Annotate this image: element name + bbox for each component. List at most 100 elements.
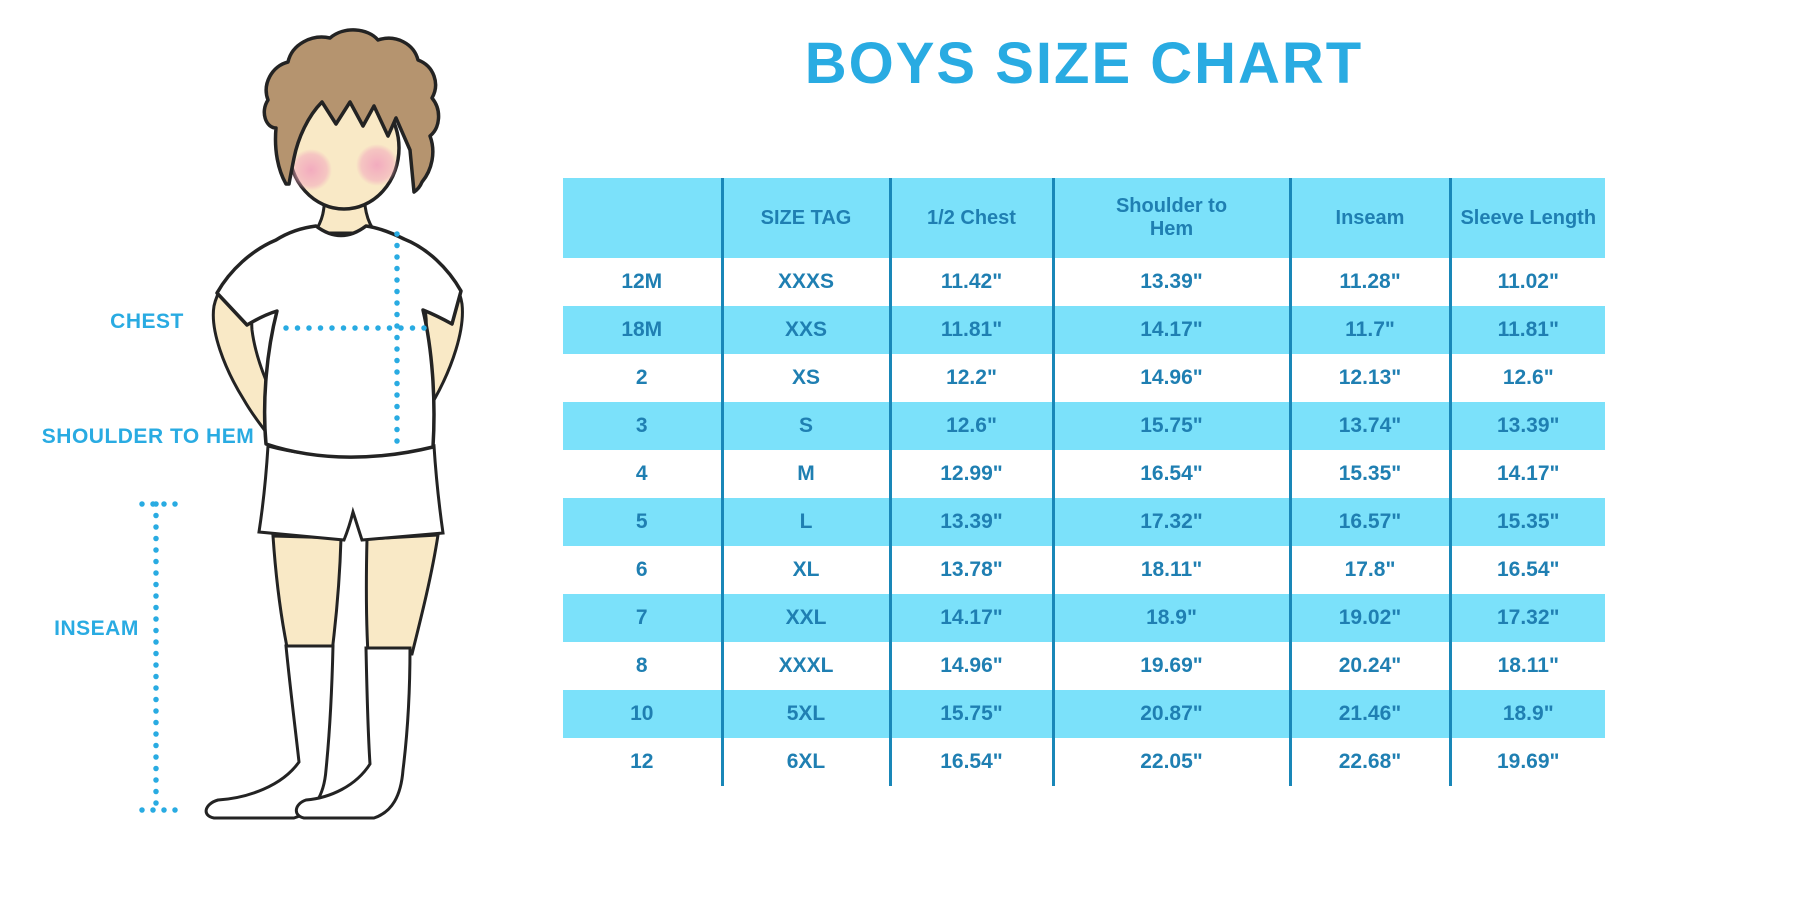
hair <box>262 28 441 194</box>
measurement-cell: 11.02" <box>1448 258 1605 306</box>
measurement-cell: 11.7" <box>1288 306 1450 354</box>
size-label-cell: 10 <box>563 690 722 738</box>
size-label-cell: 3 <box>563 402 722 450</box>
measurement-cell: 13.74" <box>1288 402 1450 450</box>
size-row: 10 5XL 15.75" 20.87" 21.46" 18.9" <box>563 690 1605 738</box>
chest-label: CHEST <box>110 310 184 333</box>
size-label-cell: 12M <box>563 258 722 306</box>
measurement-cell: 19.02" <box>1288 594 1450 642</box>
page-title: BOYS SIZE CHART <box>804 31 1364 96</box>
measurement-cell: 11.81" <box>888 306 1053 354</box>
measurement-cell: 15.75" <box>1051 402 1290 450</box>
measurement-cell: 17.32" <box>1051 498 1290 546</box>
size-label-cell: 18M <box>563 306 722 354</box>
measurement-cell: 19.69" <box>1448 738 1605 786</box>
measurement-cell: 15.35" <box>1448 498 1605 546</box>
measurement-cell: 13.39" <box>1051 258 1290 306</box>
size-label-cell: 5 <box>563 498 722 546</box>
measurement-cell: 12.13" <box>1288 354 1450 402</box>
measurement-cell: XXXL <box>720 642 890 690</box>
tshirt <box>215 224 463 459</box>
size-label-cell: 4 <box>563 450 722 498</box>
blush-right <box>356 144 398 186</box>
measurement-cell: 19.69" <box>1051 642 1290 690</box>
measurement-cell: 22.68" <box>1288 738 1450 786</box>
measurement-cell: XXS <box>720 306 890 354</box>
measurement-cell: L <box>720 498 890 546</box>
boy-figure-svg <box>139 28 464 820</box>
measurement-cell: 16.54" <box>888 738 1053 786</box>
measurement-cell: 14.17" <box>1051 306 1290 354</box>
measurement-cell: 16.54" <box>1448 546 1605 594</box>
measurement-cell: 11.28" <box>1288 258 1450 306</box>
measurement-cell: 22.05" <box>1051 738 1290 786</box>
size-row: 8 XXXL 14.96" 19.69" 20.24" 18.11" <box>563 642 1605 690</box>
measurement-cell: 11.81" <box>1448 306 1605 354</box>
size-row: 2 XS 12.2" 14.96" 12.13" 12.6" <box>563 354 1605 402</box>
size-row: 7 XXL 14.17" 18.9" 19.02" 17.32" <box>563 594 1605 642</box>
column-header: 1/2 Chest <box>888 178 1053 258</box>
measurement-cell: 18.11" <box>1448 642 1605 690</box>
size-label-cell: 2 <box>563 354 722 402</box>
measurement-cell: 12.6" <box>888 402 1053 450</box>
measurement-cell: 21.46" <box>1288 690 1450 738</box>
measurement-guides <box>139 231 433 813</box>
measurement-cell: 14.17" <box>1448 450 1605 498</box>
measurement-cell: 18.9" <box>1051 594 1290 642</box>
measurement-cell: 5XL <box>720 690 890 738</box>
measurement-cell: XL <box>720 546 890 594</box>
socks <box>204 644 412 820</box>
measurement-cell: XXXS <box>720 258 890 306</box>
size-table: SIZE TAG 1/2 Chest Shoulder to Hem Inseam Sl… <box>563 178 1605 786</box>
measurement-cell: 16.54" <box>1051 450 1290 498</box>
measurement-cell: 12.6" <box>1448 354 1605 402</box>
measurement-cell: 14.17" <box>888 594 1053 642</box>
size-row: 18M XXS 11.81" 14.17" 11.7" 11.81" <box>563 306 1605 354</box>
measurement-cell: M <box>720 450 890 498</box>
measurement-cell: 15.35" <box>1288 450 1450 498</box>
measurement-cell: 20.24" <box>1288 642 1450 690</box>
shoulder-to-hem-label: SHOULDER TO HEM <box>41 425 255 448</box>
size-row: 4 M 12.99" 16.54" 15.35" 14.17" <box>563 450 1605 498</box>
column-header: Shoulder to Hem <box>1051 178 1290 258</box>
blush-left <box>290 149 332 191</box>
column-header: Inseam <box>1288 178 1450 258</box>
measurement-cell: 17.8" <box>1288 546 1450 594</box>
shorts <box>257 444 445 542</box>
size-label-cell: 12 <box>563 738 722 786</box>
column-header <box>563 178 722 258</box>
measurement-cell: XXL <box>720 594 890 642</box>
measurement-cell: 18.11" <box>1051 546 1290 594</box>
size-row: 12 6XL 16.54" 22.05" 22.68" 19.69" <box>563 738 1605 786</box>
size-row: 3 S 12.6" 15.75" 13.74" 13.39" <box>563 402 1605 450</box>
measurement-cell: 13.39" <box>888 498 1053 546</box>
measurement-cell: 20.87" <box>1051 690 1290 738</box>
column-header: SIZE TAG <box>720 178 890 258</box>
measurement-cell: 17.32" <box>1448 594 1605 642</box>
measurement-cell: S <box>720 402 890 450</box>
size-row: 5 L 13.39" 17.32" 16.57" 15.35" <box>563 498 1605 546</box>
column-header: Sleeve Length <box>1448 178 1605 258</box>
measurement-cell: 6XL <box>720 738 890 786</box>
inseam-label: INSEAM <box>54 617 139 640</box>
measurement-cell: 15.75" <box>888 690 1053 738</box>
measurement-cell: 18.9" <box>1448 690 1605 738</box>
boy-figure-illustration: CHEST SHOULDER TO HEM INSEAM <box>0 0 560 900</box>
size-row: 12M XXXS 11.42" 13.39" 11.28" 11.02" <box>563 258 1605 306</box>
measurement-cell: 13.78" <box>888 546 1053 594</box>
measurement-cell: 14.96" <box>1051 354 1290 402</box>
measurement-cell: 13.39" <box>1448 402 1605 450</box>
measurement-cell: 16.57" <box>1288 498 1450 546</box>
measurement-cell: 11.42" <box>888 258 1053 306</box>
legs <box>271 533 440 656</box>
size-label-cell: 7 <box>563 594 722 642</box>
head <box>262 28 441 211</box>
measurement-cell: 12.2" <box>888 354 1053 402</box>
measurement-cell: 14.96" <box>888 642 1053 690</box>
size-row: 6 XL 13.78" 18.11" 17.8" 16.54" <box>563 546 1605 594</box>
size-label-cell: 6 <box>563 546 722 594</box>
measurement-cell: XS <box>720 354 890 402</box>
measurement-cell: 12.99" <box>888 450 1053 498</box>
header-row: SIZE TAG 1/2 Chest Shoulder to Hem Inseam Sl… <box>563 178 1605 258</box>
